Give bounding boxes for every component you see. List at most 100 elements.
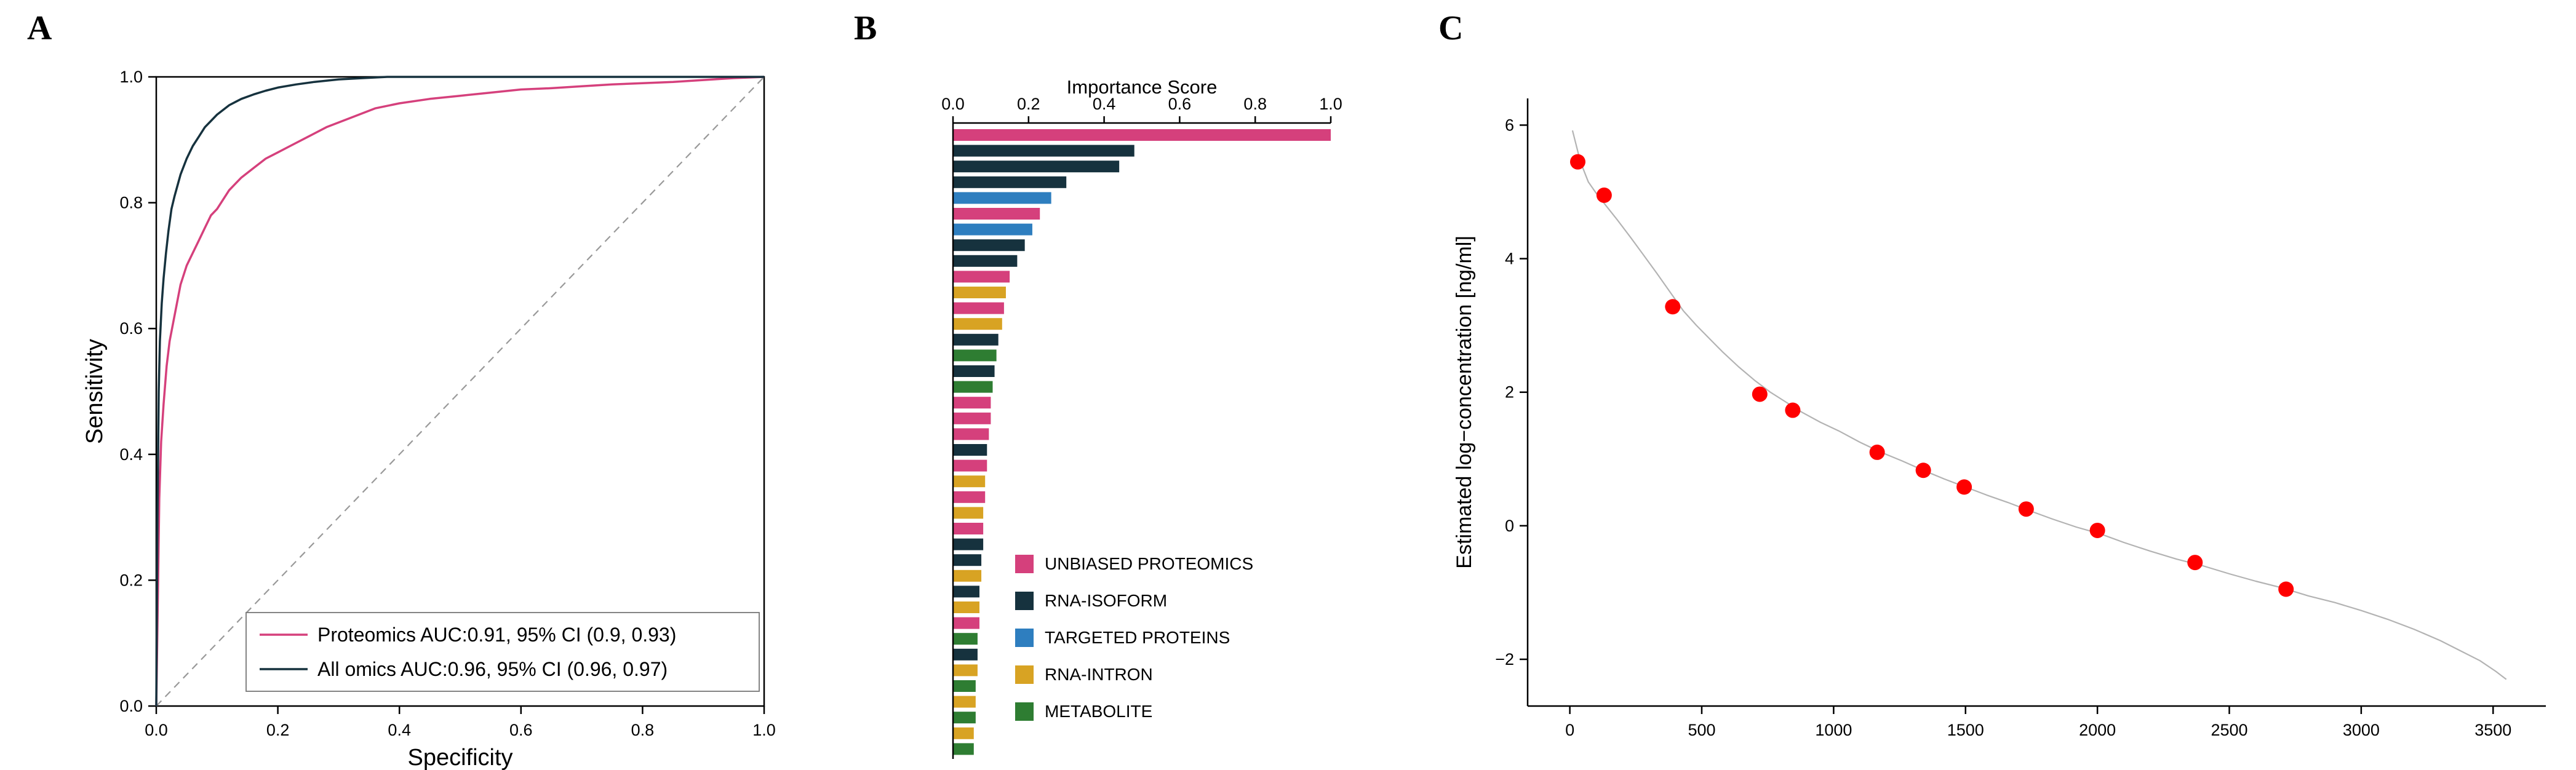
y-axis-label: Sensitivity: [82, 339, 108, 444]
importance-bar: [953, 349, 997, 362]
legend-swatch: [1015, 555, 1034, 573]
y-axis-label: Estimated log−concentration [ng/ml]: [1453, 236, 1476, 568]
y-tick-label: 0.2: [119, 571, 143, 589]
importance-bar: [953, 459, 987, 472]
importance-bar: [953, 633, 978, 645]
x-tick-label: 0.6: [1168, 95, 1192, 113]
legend-entry-label: TARGETED PROTEINS: [1045, 628, 1230, 647]
importance-bar: [953, 523, 984, 534]
importance-bar: [953, 333, 999, 346]
importance-bar: [953, 585, 979, 598]
importance-bar: [953, 727, 974, 739]
importance-bar: [953, 648, 978, 661]
y-tick-label: 0.0: [119, 697, 143, 715]
importance-bar: [953, 287, 1006, 298]
legend-entry-label: All omics AUC:0.96, 95% CI (0.96, 0.97): [317, 658, 668, 680]
sample-point: [1596, 187, 1612, 203]
importance-bar: [953, 554, 982, 566]
y-tick-label: 0.8: [119, 194, 143, 212]
importance-bar: [953, 192, 1051, 204]
legend-entry-label: Proteomics AUC:0.91, 95% CI (0.9, 0.93): [317, 624, 676, 646]
importance-bar: [953, 475, 986, 488]
importance-bar: [953, 365, 995, 377]
sample-point: [2089, 522, 2105, 538]
legend-entry-label: METABOLITE: [1045, 702, 1152, 721]
x-tick-label: 500: [1688, 721, 1715, 739]
x-axis-label: Specificity: [407, 745, 512, 770]
x-tick-label: 0.6: [509, 721, 533, 739]
chance-diagonal-line: [156, 76, 765, 707]
x-tick-label: 0.0: [941, 95, 965, 113]
importance-bar: [953, 696, 976, 708]
importance-bar: [953, 208, 1040, 220]
sample-point: [1665, 299, 1681, 315]
sample-point: [1915, 462, 1931, 478]
importance-bar: [953, 397, 991, 409]
x-tick-label: 0.4: [1093, 95, 1116, 113]
importance-bar: [953, 302, 1004, 314]
roc-curve-1: [155, 76, 764, 707]
panel-label-c: C: [1438, 9, 1464, 47]
sample-point: [2278, 581, 2294, 597]
sample-point: [1869, 444, 1885, 460]
legend-swatch: [1015, 629, 1034, 647]
y-tick-label: 0.4: [119, 445, 143, 464]
x-tick-label: 0.2: [1017, 95, 1040, 113]
y-tick-label: 0: [1505, 517, 1514, 535]
x-tick-label: 0.8: [1243, 95, 1267, 113]
importance-bar: [953, 176, 1067, 188]
roc-curve-chart: 0.0 0.2 0.4 0.6 0.8 1.0 0.0 0.2 0.4 0.6 0.8 1.0 Spec…: [82, 68, 776, 770]
chart-title: Importance Score: [1067, 76, 1218, 98]
x-tick-label: 1.0: [752, 721, 776, 739]
legend-swatch: [1015, 592, 1034, 610]
y-tick-label: 4: [1505, 250, 1514, 268]
x-tick-label: 3000: [2343, 721, 2380, 739]
x-tick-label: 2500: [2211, 721, 2247, 739]
importance-bar: [953, 145, 1134, 157]
roc-curve-0: [155, 76, 765, 707]
panel-label-b: B: [854, 9, 877, 47]
importance-bar: [953, 538, 984, 550]
y-tick-label: 0.6: [119, 319, 143, 338]
legend-swatch: [1015, 665, 1034, 684]
importance-bar: [953, 507, 984, 519]
importance-bar: [953, 271, 1010, 283]
legend-entry-label: RNA-ISOFORM: [1045, 591, 1167, 610]
importance-bar: [953, 255, 1018, 267]
importance-bar: [953, 412, 991, 424]
y-tick-label: 1.0: [119, 68, 143, 86]
importance-bar: [953, 664, 978, 677]
legend-entry-label: RNA-INTRON: [1045, 665, 1153, 684]
y-tick-label: −2: [1495, 650, 1514, 669]
sample-point: [1569, 154, 1585, 170]
legend-swatch: [1015, 702, 1034, 721]
x-tick-label: 1500: [1947, 721, 1984, 739]
x-tick-label: 3500: [2474, 721, 2511, 739]
importance-bar: [953, 491, 986, 503]
x-tick-label: 1000: [1815, 721, 1852, 739]
y-tick-label: 6: [1505, 116, 1514, 134]
importance-bar: [953, 129, 1331, 141]
importance-bar: [953, 318, 1002, 330]
x-tick-label: 0.4: [388, 721, 411, 739]
importance-bar: [953, 381, 993, 393]
importance-bar: [953, 239, 1025, 252]
x-tick-label: 2000: [2079, 721, 2116, 739]
y-tick-label: 2: [1505, 383, 1514, 402]
x-tick-label: 0.2: [266, 721, 290, 739]
panel-label-a: A: [27, 9, 52, 47]
x-tick-label: 1.0: [1319, 95, 1342, 113]
importance-score-bar-chart: Importance Score 0.0 0.2 0.4 0.6 0.8 1.0 UNBIAS…: [941, 76, 1342, 759]
legend-box: [245, 612, 760, 692]
importance-bar: [953, 444, 987, 456]
sample-point: [2187, 555, 2203, 571]
sample-point: [1752, 386, 1768, 402]
importance-bar: [953, 680, 976, 692]
importance-bar: [953, 161, 1120, 173]
legend-entry-label: UNBIASED PROTEOMICS: [1045, 554, 1253, 573]
concentration-curve: [1571, 130, 2507, 680]
x-tick-label: 0.8: [631, 721, 655, 739]
importance-bar: [953, 617, 979, 629]
sample-point: [1785, 402, 1801, 418]
importance-bar: [953, 570, 982, 582]
